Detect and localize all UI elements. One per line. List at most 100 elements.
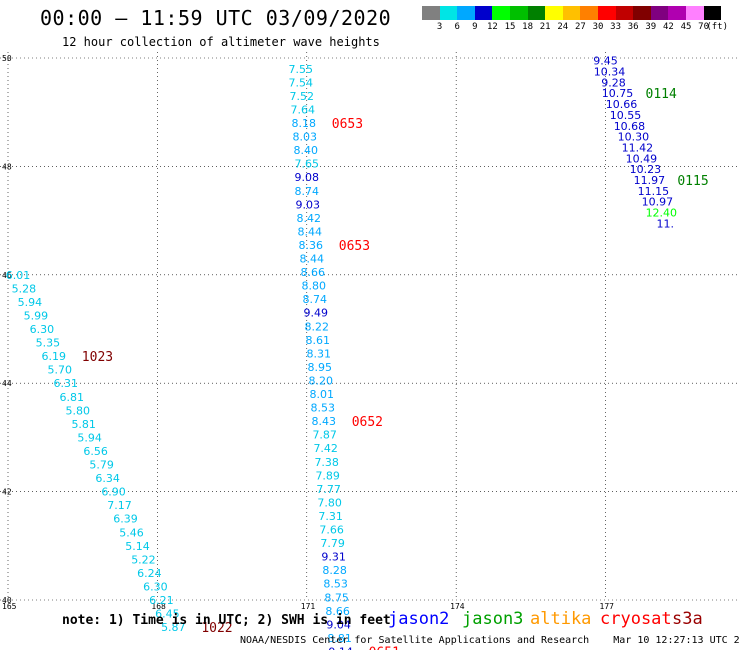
wave-height-value: 11.42 bbox=[622, 141, 654, 154]
colorbar-tick-label: 18 bbox=[522, 22, 534, 32]
wave-height-value: 6.21 bbox=[149, 594, 174, 607]
colorbar-swatch bbox=[650, 6, 669, 20]
wave-height-value: 5.35 bbox=[36, 337, 61, 350]
wave-height-value: 5.99 bbox=[24, 309, 49, 322]
wave-height-value: 8.53 bbox=[310, 402, 335, 415]
wave-height-value: 7.87 bbox=[312, 429, 337, 442]
colorbar-tick-label: 45 bbox=[680, 22, 692, 32]
wave-height-value: 8.74 bbox=[295, 185, 320, 198]
legend-entry-altika: altika bbox=[530, 609, 592, 629]
lat-tick-label: 42 bbox=[2, 488, 12, 497]
wave-height-value: 7.55 bbox=[289, 63, 314, 76]
colorbar-swatch bbox=[633, 6, 651, 20]
wave-height-value: 7.54 bbox=[289, 76, 314, 89]
legend-entry-jason2: jason2 bbox=[388, 609, 450, 629]
colorbar-tick-label: 9 bbox=[472, 22, 478, 32]
wave-height-value: 7.80 bbox=[317, 496, 342, 509]
wave-height-value: 9.14 bbox=[328, 645, 353, 650]
lat-tick-label: 44 bbox=[2, 379, 12, 388]
colorbar-tick-label: 42 bbox=[662, 22, 674, 32]
legend-entry-jason3: jason3 bbox=[462, 609, 524, 629]
colorbar-swatch bbox=[562, 6, 581, 20]
colorbar-swatch bbox=[439, 6, 458, 20]
wave-height-value: 9.28 bbox=[601, 76, 626, 89]
wave-height-value: 9.08 bbox=[295, 171, 320, 184]
footer-note: note: 1) Time is in UTC; 2) SWH is in fe… bbox=[62, 613, 391, 628]
wave-height-value: 8.40 bbox=[294, 144, 319, 157]
wave-height-value: 8.80 bbox=[301, 280, 326, 293]
wave-height-value: 8.44 bbox=[300, 253, 325, 266]
wave-height-value: 6.24 bbox=[137, 567, 162, 580]
wave-height-value: 7.79 bbox=[320, 537, 345, 550]
pass-time-label: 0653 bbox=[332, 117, 363, 132]
colorbar-tick-label: 6 bbox=[454, 22, 460, 32]
pass-time-label: 0114 bbox=[646, 87, 677, 102]
wave-height-value: 10.66 bbox=[606, 98, 638, 111]
wave-height-value: 8.28 bbox=[322, 564, 347, 577]
wave-height-value: 10.55 bbox=[610, 109, 642, 122]
pass-time-label: 0651 bbox=[369, 645, 400, 650]
pass-time-label: 0652 bbox=[352, 415, 383, 430]
lat-tick-label: 48 bbox=[2, 162, 12, 171]
wave-height-value: 9.49 bbox=[303, 307, 328, 320]
lon-tick-label: 171 bbox=[301, 602, 316, 611]
wave-height-value: 7.65 bbox=[295, 158, 320, 171]
wave-height-value: 6.39 bbox=[113, 513, 138, 526]
wave-height-value: 8.53 bbox=[323, 578, 348, 591]
wave-height-value: 8.66 bbox=[301, 266, 326, 279]
colorbar-swatch bbox=[474, 6, 493, 20]
wave-height-value: 7.31 bbox=[318, 510, 343, 523]
wave-height-value: 10.34 bbox=[594, 66, 626, 79]
wave-height-value: 5.87 bbox=[161, 621, 186, 634]
wave-height-value: 5.14 bbox=[125, 540, 150, 553]
wave-height-value: 7.64 bbox=[291, 103, 316, 116]
wave-height-value: 7.42 bbox=[313, 442, 338, 455]
wave-height-value: 12.40 bbox=[646, 206, 678, 219]
colorbar-swatch bbox=[457, 6, 475, 20]
wave-height-value: 7.52 bbox=[290, 90, 315, 103]
wave-height-value: 5.46 bbox=[119, 526, 144, 539]
colorbar-tick-label: 27 bbox=[574, 22, 586, 32]
colorbar-tick-label: 12 bbox=[486, 22, 498, 32]
wave-height-value: 9.45 bbox=[593, 55, 618, 68]
wave-height-value: 8.01 bbox=[309, 388, 334, 401]
wave-height-value: 6.45 bbox=[155, 608, 180, 621]
lon-tick-label: 168 bbox=[151, 602, 166, 611]
wave-height-value: 10.30 bbox=[618, 131, 650, 144]
wave-height-value: 6.30 bbox=[143, 580, 168, 593]
pass-time-label: 0653 bbox=[339, 239, 370, 254]
colorbar-swatch bbox=[685, 6, 704, 20]
wave-height-value: 6.30 bbox=[30, 323, 55, 336]
colorbar-tick-label: 39 bbox=[645, 22, 657, 32]
wave-height-value: 8.75 bbox=[324, 591, 349, 604]
wave-height-value: 9.31 bbox=[321, 551, 346, 564]
colorbar-tick-label: 3 bbox=[436, 22, 443, 32]
colorbar bbox=[422, 6, 722, 20]
wave-height-value: 8.74 bbox=[302, 293, 327, 306]
wave-height-value: 9.04 bbox=[326, 618, 351, 631]
wave-height-value: 6.34 bbox=[95, 472, 120, 485]
wave-height-value: 8.31 bbox=[306, 347, 331, 360]
wave-height-value: 8.22 bbox=[304, 320, 329, 333]
wave-height-value: 6.90 bbox=[101, 486, 126, 499]
wave-height-value: 5.94 bbox=[18, 296, 43, 309]
wave-height-value: 8.66 bbox=[325, 605, 350, 618]
colorbar-swatch bbox=[545, 6, 563, 20]
colorbar-tick-label: 30 bbox=[592, 22, 604, 32]
wave-height-value: 9.03 bbox=[296, 198, 321, 211]
wave-height-value: 8.44 bbox=[298, 225, 323, 238]
lon-tick-label: 174 bbox=[450, 602, 465, 611]
wave-height-value: 8.36 bbox=[299, 239, 324, 252]
wave-height-value: 8.43 bbox=[311, 415, 336, 428]
wave-height-value: 8.18 bbox=[292, 117, 317, 130]
wave-height-value: 6.56 bbox=[83, 445, 108, 458]
map-title: 00:00 – 11:59 UTC 03/09/2020 bbox=[40, 6, 392, 30]
lat-tick-label: 40 bbox=[2, 596, 12, 605]
wave-height-value: 5.79 bbox=[89, 459, 114, 472]
wave-height-value: 10.49 bbox=[626, 152, 658, 165]
wave-height-value: 8.20 bbox=[308, 374, 333, 387]
lon-tick-label: 165 bbox=[2, 602, 17, 611]
wave-height-value: 11.97 bbox=[634, 174, 666, 187]
wave-height-value: 5.81 bbox=[71, 418, 96, 431]
colorbar-swatch bbox=[703, 6, 722, 20]
